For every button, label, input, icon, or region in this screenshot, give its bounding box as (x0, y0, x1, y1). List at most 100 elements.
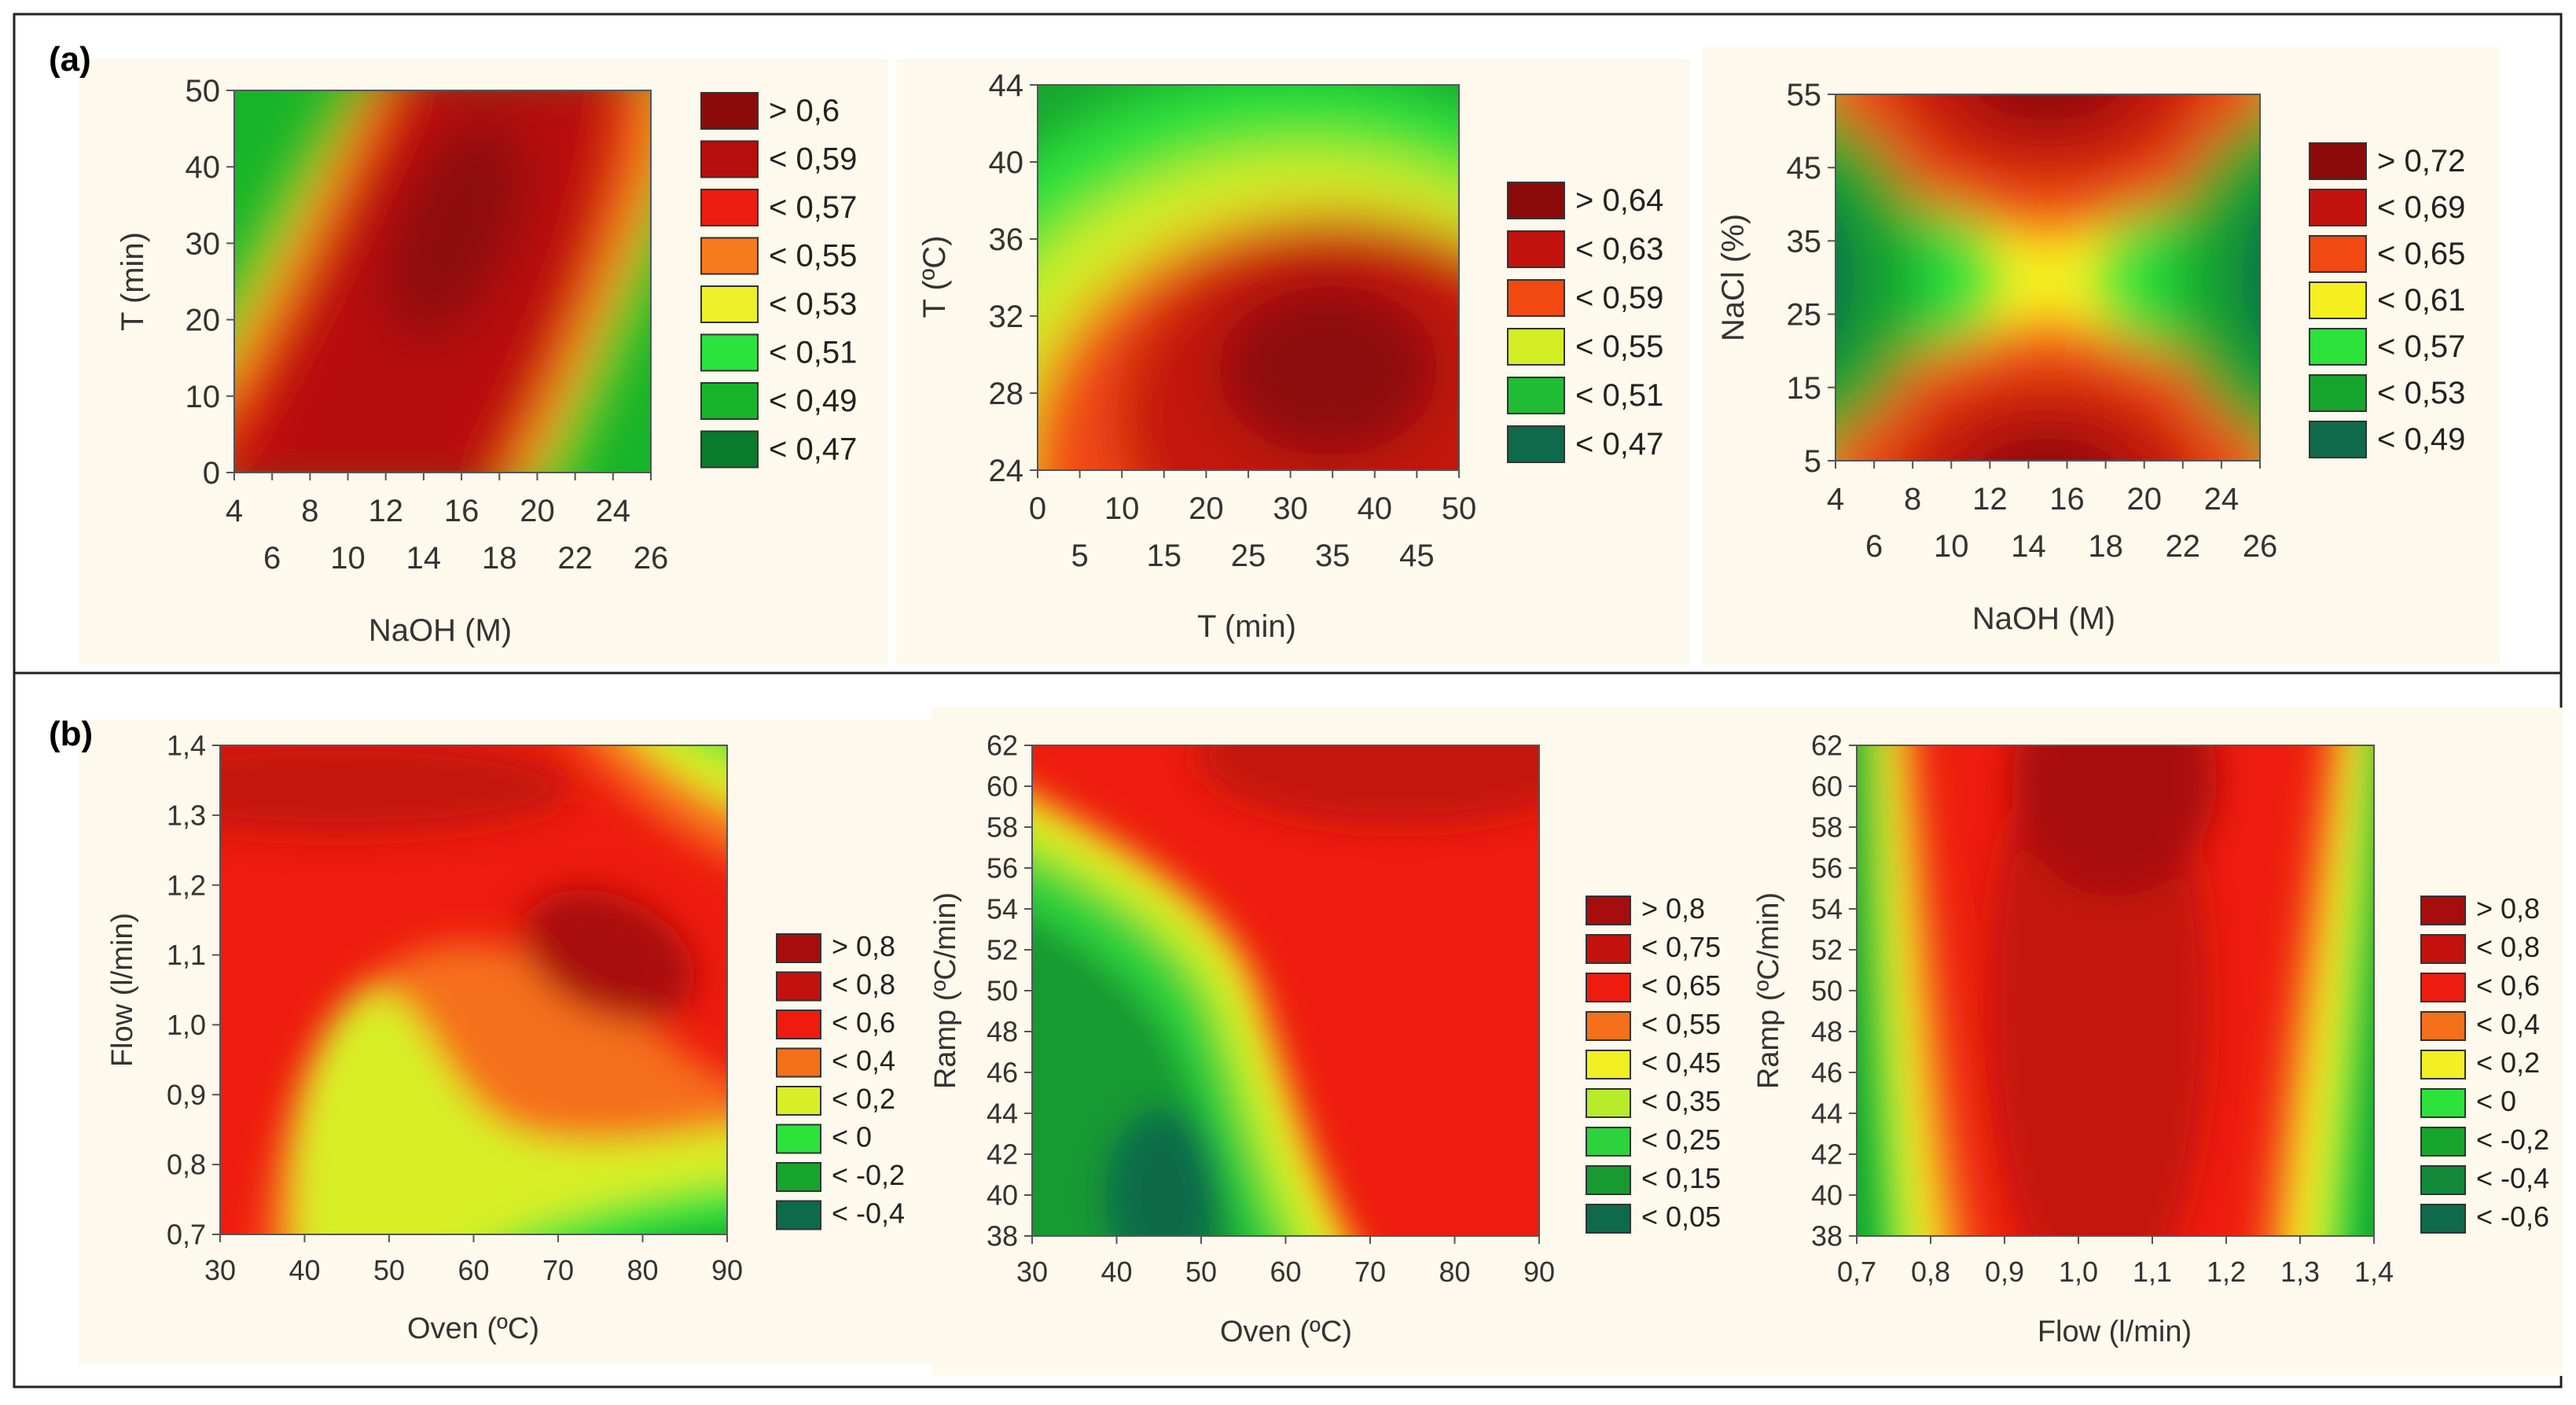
legend-swatch (2420, 1165, 2466, 1195)
x-tick-label: 30 (1273, 491, 1308, 526)
legend-label: < 0,51 (769, 335, 857, 370)
legend-swatch (1507, 230, 1565, 268)
legend-swatch (2420, 1050, 2466, 1079)
legend-label: < -0,2 (2476, 1124, 2549, 1156)
legend-swatch (1586, 973, 1631, 1002)
y-tick-label: 56 (1811, 852, 1843, 885)
legend-swatch (700, 430, 759, 469)
legend-swatch (2420, 1127, 2466, 1157)
y-tick-label: 55 (1787, 78, 1822, 112)
x-tick-label: 20 (1189, 491, 1224, 526)
panel-label-a: (a) (49, 40, 91, 79)
legend-label: < 0,35 (1641, 1085, 1721, 1117)
x-tick-label: 14 (2011, 529, 2046, 564)
x-tick-label: 15 (1147, 539, 1182, 573)
legend-swatch (1507, 328, 1565, 366)
contour-chart-flow-ramp: 38 40 42 44 46 48 50 52 54 56 58 60 62 0,7 0,8 0,9 1,0 1,… (1752, 730, 2549, 1348)
legend-label: < 0,55 (1575, 329, 1663, 364)
legend-label: > 0,6 (769, 94, 840, 128)
legend-swatch (700, 140, 759, 178)
y-tick-label: 50 (987, 975, 1018, 1007)
contour-chart-oven-ramp: 38 40 42 44 46 48 50 52 54 56 58 60 62 30 40 50 60 70 80 90… (929, 730, 1721, 1348)
legend-swatch (776, 933, 821, 963)
y-tick-label: 60 (987, 771, 1018, 803)
legend-swatch (1586, 1011, 1631, 1041)
legend-label: > 0,8 (2476, 892, 2540, 925)
contour-chart-naoh-time: 0 10 20 30 40 50 4 8 12 16 20 24 6 10 14 18 22 26 NaOH (M… (116, 74, 857, 648)
y-tick-label: 40 (186, 150, 221, 185)
legend-label: < 0,6 (2476, 969, 2540, 1002)
legend-swatch (2420, 934, 2466, 964)
y-tick-label: 1,2 (167, 869, 206, 901)
x-tick-label: 45 (1399, 539, 1435, 573)
contour-chart-naoh-nacl: 5 15 25 35 45 55 4 8 12 16 20 24 6 10 14 18 22 26 NaOH (M… (1716, 78, 2465, 636)
legend-label: > 0,8 (832, 930, 895, 962)
y-tick-label: 38 (987, 1220, 1018, 1252)
y-tick-label: 24 (989, 454, 1024, 488)
y-tick-label: 44 (989, 68, 1024, 103)
legend-swatch (2420, 1011, 2466, 1041)
x-tick-label: 10 (1104, 491, 1140, 526)
legend-swatch (776, 1086, 821, 1116)
x-tick-label: 50 (373, 1254, 405, 1286)
x-tick-label: 24 (596, 494, 631, 528)
y-tick-label: 60 (1811, 771, 1843, 803)
legend: > 0,72 < 0,69 < 0,65 < 0,61 < 0,57 < 0,53 < 0,… (2309, 142, 2465, 458)
axes: 0,7 0,8 0,9 1,0 1,1 1,2 1,3 1,4 30 40 50 60 70 80 90 (167, 730, 743, 1286)
x-tick-label: 14 (406, 541, 442, 576)
x-tick-label: 40 (1101, 1256, 1132, 1288)
y-tick-label: 15 (1787, 371, 1822, 406)
y-tick-label: 40 (987, 1179, 1018, 1212)
legend-swatch (2420, 896, 2466, 925)
legend-label: < 0,6 (832, 1006, 895, 1039)
legend-swatch (1507, 425, 1565, 463)
y-tick-label: 38 (1811, 1220, 1843, 1252)
x-tick-label: 8 (301, 494, 318, 528)
legend: > 0,6 < 0,59 < 0,57 < 0,55 < 0,53 < 0,51 < 0,4… (700, 92, 857, 469)
legend: > 0,8 < 0,75 < 0,65 < 0,55 < 0,45 < 0,35 < 0,2… (1586, 892, 1721, 1234)
y-tick-label: 46 (1811, 1057, 1843, 1089)
y-tick-label: 58 (1811, 811, 1843, 844)
legend-label: < 0,2 (2476, 1046, 2540, 1079)
y-tick-label: 56 (987, 852, 1018, 885)
legend-swatch (700, 382, 759, 420)
legend-swatch (1507, 377, 1565, 414)
y-tick-label: 1,4 (167, 730, 206, 762)
x-tick-label: 80 (627, 1254, 658, 1286)
legend-swatch (2420, 973, 2466, 1002)
legend-label: < 0,57 (2377, 329, 2465, 364)
x-tick-label: 25 (1231, 539, 1266, 573)
legend-label: < 0,49 (769, 384, 857, 418)
axes: 0 10 20 30 40 50 4 8 12 16 20 24 6 10 14 18 22 26 (186, 74, 669, 576)
legend-label: < 0,25 (1641, 1124, 1721, 1156)
legend-swatch (2309, 235, 2367, 273)
y-tick-label: 46 (987, 1057, 1018, 1089)
legend-label: < -0,2 (832, 1159, 905, 1191)
legend-swatch (700, 189, 759, 226)
y-tick-label: 62 (1811, 730, 1843, 762)
x-tick-label: 12 (1972, 482, 2008, 517)
x-tick-label: 40 (1358, 491, 1393, 526)
legend-swatch (2309, 189, 2367, 226)
legend-label: < 0,49 (2377, 422, 2465, 457)
legend-label: < 0,8 (2476, 931, 2540, 963)
x-tick-label: 50 (1185, 1256, 1217, 1288)
legend-label: < 0,65 (2377, 237, 2465, 271)
x-tick-label: 16 (444, 494, 480, 528)
y-tick-label: 5 (1804, 444, 1821, 479)
x-tick-label: 5 (1071, 539, 1088, 573)
x-tick-label: 18 (2088, 529, 2123, 564)
y-tick-label: 44 (987, 1098, 1018, 1130)
y-tick-label: 42 (987, 1138, 1018, 1171)
y-tick-label: 44 (1811, 1098, 1843, 1130)
y-axis-label: Ramp (ºC/min) (929, 892, 962, 1089)
legend-label: < 0,61 (2377, 283, 2465, 318)
x-tick-label: 1,0 (2059, 1256, 2098, 1288)
legend-swatch (1586, 1050, 1631, 1079)
legend-swatch (1586, 1127, 1631, 1157)
legend-label: > 0,72 (2377, 144, 2465, 178)
y-tick-label: 42 (1811, 1138, 1843, 1171)
y-tick-label: 32 (989, 300, 1024, 334)
x-axis-label: Oven (ºC) (407, 1312, 539, 1345)
legend-swatch (700, 92, 759, 130)
